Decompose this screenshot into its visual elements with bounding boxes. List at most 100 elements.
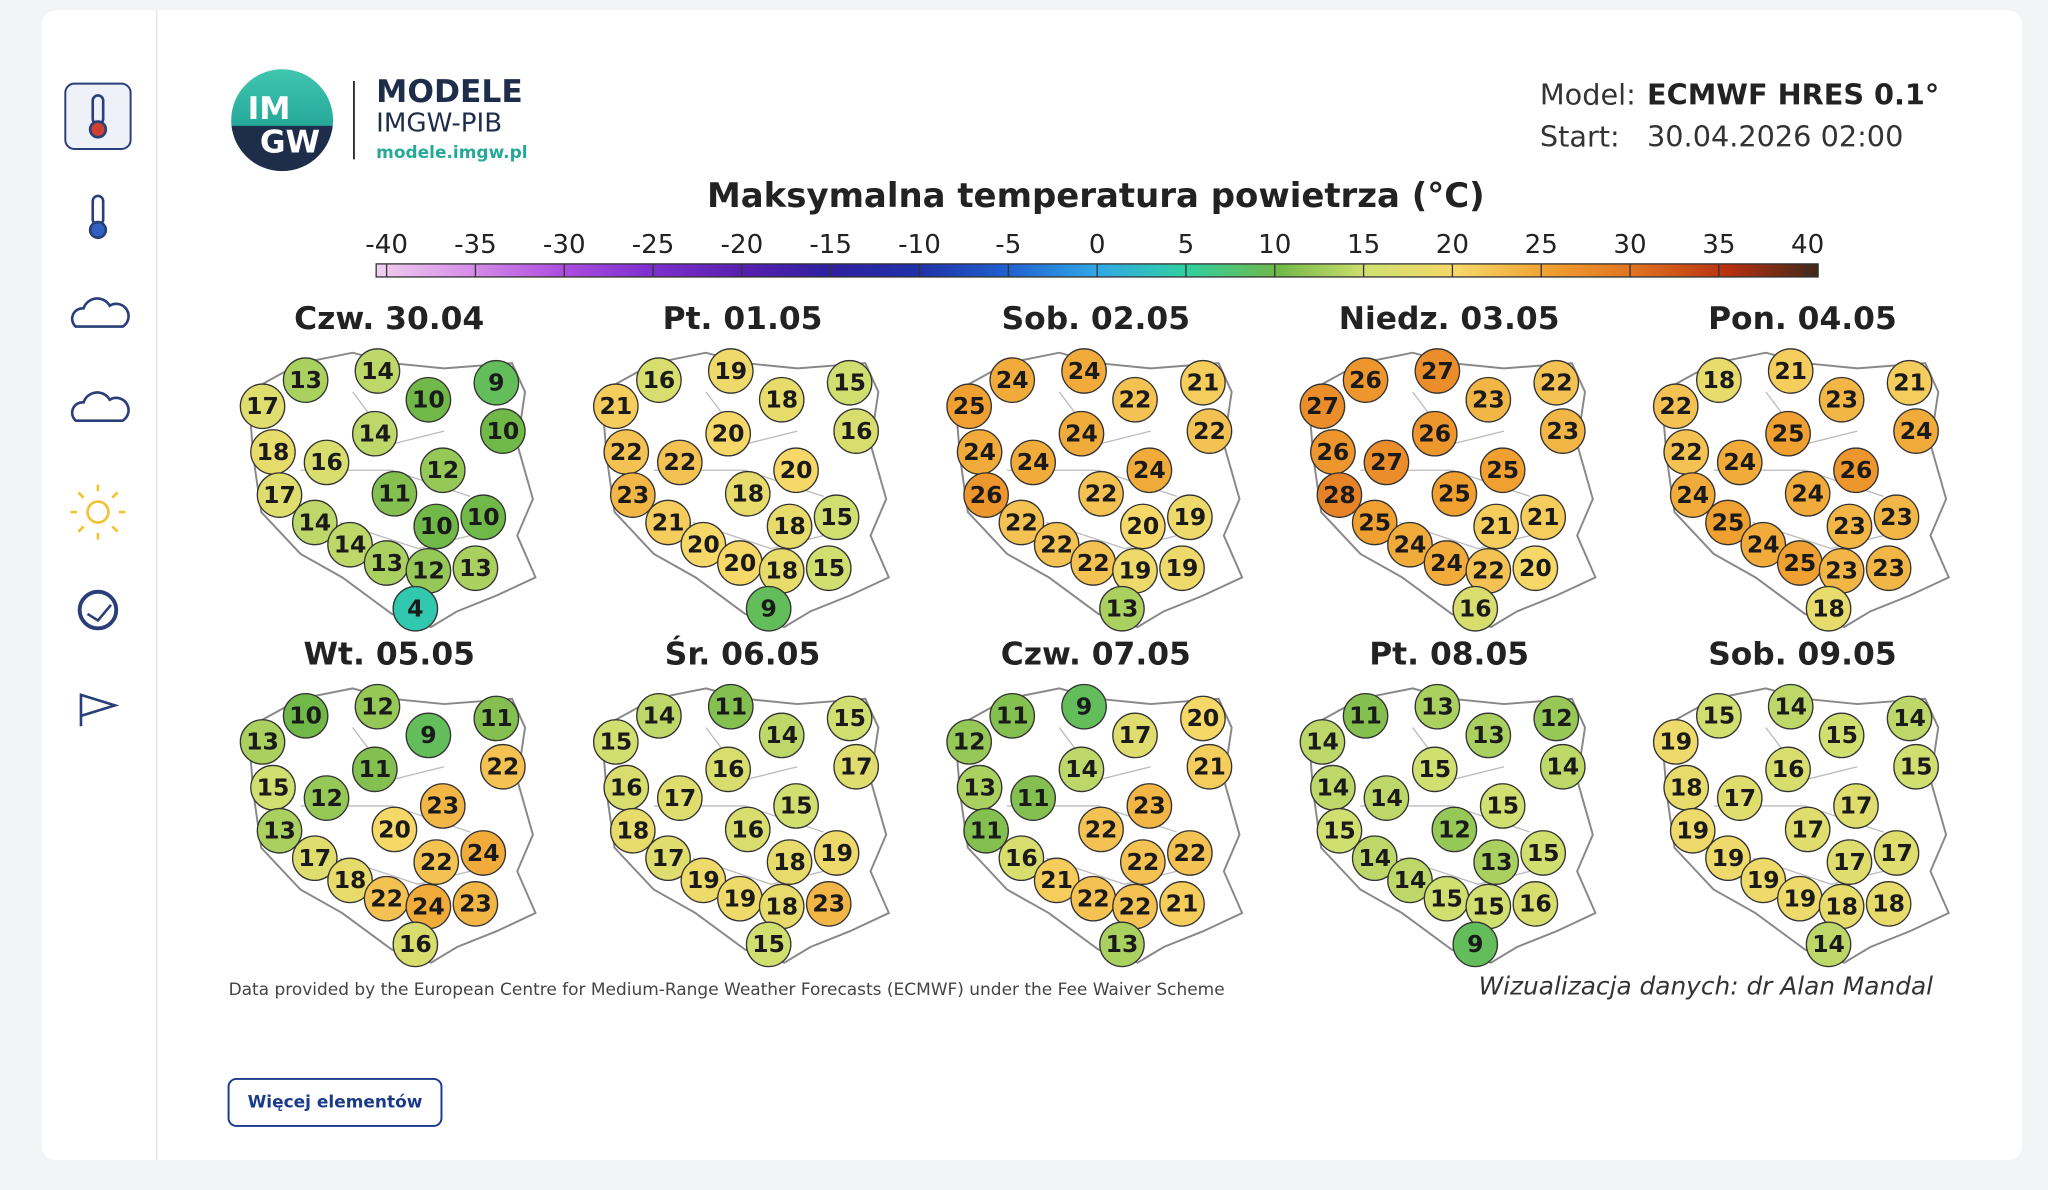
temp-value: 11 (378, 480, 411, 508)
temp-value: 22 (1193, 417, 1226, 445)
temp-marker (1099, 921, 1145, 968)
temp-marker (946, 383, 992, 430)
temp-marker (1186, 408, 1233, 454)
temp-marker (1652, 383, 1699, 430)
temp-value: 25 (1358, 508, 1391, 536)
temp-value: 13 (1106, 930, 1139, 958)
temp-value: 21 (1166, 890, 1199, 918)
temp-value: 15 (1486, 792, 1519, 820)
temp-marker (1833, 783, 1879, 829)
map-day: Czw. 07.05 (1001, 637, 1191, 673)
temp-value: 24 (996, 366, 1029, 394)
temp-marker (1479, 447, 1526, 494)
temp-value: 16 (610, 773, 643, 801)
temp-value: 22 (1174, 839, 1207, 867)
colorbar-tick-label: -20 (721, 230, 764, 260)
temp-marker (1865, 545, 1912, 592)
temp-marker (705, 746, 752, 793)
temp-marker (1716, 775, 1763, 821)
temp-value: 18 (257, 438, 290, 466)
icon-thermo-1-bulb (88, 120, 108, 139)
temp-marker (707, 683, 754, 730)
map-day: Pon. 04.05 (1708, 301, 1897, 337)
temp-marker (1033, 857, 1080, 904)
icon-temperature-active[interactable] (64, 82, 132, 150)
temp-value: 20 (687, 531, 720, 559)
temp-value: 15 (780, 792, 813, 820)
temp-value: 12 (361, 692, 394, 720)
temp-marker (1452, 921, 1499, 968)
temp-value: 22 (1659, 392, 1692, 420)
temp-marker (327, 857, 373, 904)
temp-value: 21 (599, 392, 632, 420)
temp-value: 22 (1119, 386, 1152, 414)
temp-marker (998, 835, 1045, 882)
temp-marker (1010, 775, 1056, 821)
temp-value: 14 (1546, 753, 1579, 781)
temp-marker (1765, 746, 1811, 793)
start-label: Start: (1540, 120, 1620, 154)
temp-value: 14 (334, 531, 367, 559)
temp-marker (413, 839, 460, 885)
colorbar-tick-label: 10 (1258, 230, 1291, 260)
temp-value: 16 (1005, 844, 1038, 872)
temp-marker (291, 499, 338, 546)
temp-value: 21 (652, 508, 685, 536)
temp-value: 15 (1323, 817, 1356, 845)
icon-snow-cloud[interactable] (70, 391, 130, 422)
temp-marker (473, 359, 520, 406)
temp-value: 25 (1712, 508, 1745, 536)
temp-marker (1873, 830, 1920, 876)
temp-marker (989, 357, 1036, 403)
temp-marker (1669, 472, 1716, 518)
temp-marker (1078, 806, 1124, 853)
temp-marker (1126, 447, 1173, 494)
temp-value: 17 (298, 844, 331, 872)
temp-marker (1010, 439, 1056, 486)
temp-marker (1061, 348, 1107, 394)
temp-marker (1705, 835, 1751, 882)
temp-marker (405, 376, 452, 423)
temp-value: 19 (1783, 884, 1816, 912)
temp-value: 24 (467, 839, 500, 867)
more-button-label[interactable]: Więcej elementów (248, 1092, 423, 1112)
temp-value: 10 (412, 386, 445, 414)
icon-cloud[interactable] (70, 297, 130, 328)
temp-value: 25 (1772, 420, 1805, 448)
temp-marker (705, 410, 752, 457)
temp-marker (1058, 746, 1105, 793)
temp-marker (282, 692, 329, 739)
more-button[interactable] (227, 1077, 443, 1127)
temp-marker (1740, 521, 1787, 568)
icon-sun[interactable] (86, 500, 110, 524)
temp-value: 12 (426, 456, 459, 484)
temp-value: 17 (1840, 792, 1873, 820)
temp-value: 13 (1421, 692, 1454, 720)
temp-marker (1865, 881, 1912, 927)
temp-marker (405, 712, 452, 759)
temp-marker (1784, 470, 1831, 517)
icon-windsock[interactable] (79, 693, 120, 727)
temp-value: 18 (334, 866, 367, 894)
temp-value: 19 (1166, 554, 1199, 582)
temp-value: 15 (1418, 755, 1451, 783)
temp-value: 23 (1472, 386, 1505, 414)
temp-marker (758, 712, 805, 759)
temp-value: 21 (1193, 753, 1226, 781)
temp-marker (1299, 383, 1346, 430)
temp-value: 17 (663, 784, 696, 812)
temp-marker (680, 521, 727, 568)
temp-marker (656, 775, 703, 821)
icon-gauge[interactable] (77, 589, 119, 631)
temp-value: 14 (1065, 755, 1098, 783)
temp-marker (1078, 470, 1124, 517)
temp-value: 18 (1872, 890, 1905, 918)
model-label: Model: (1540, 78, 1636, 112)
temp-value: 24 (412, 892, 445, 920)
temp-value: 13 (289, 366, 322, 394)
temp-marker (1765, 410, 1811, 457)
temp-value: 24 (1394, 531, 1427, 559)
